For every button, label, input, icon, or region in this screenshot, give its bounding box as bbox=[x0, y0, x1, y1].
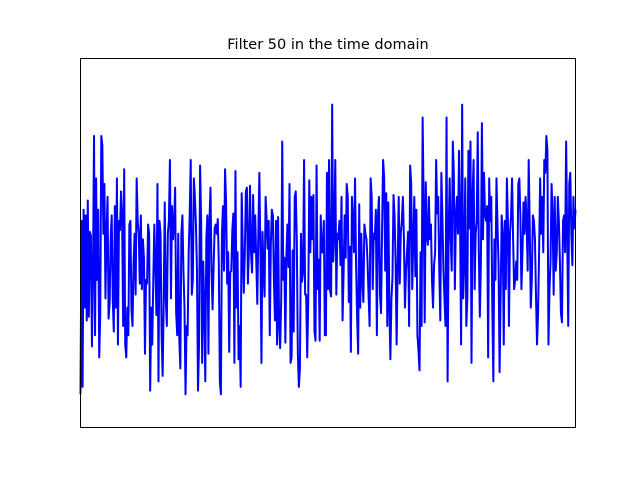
plot-lines bbox=[79, 103, 577, 396]
plot-frame bbox=[80, 58, 576, 428]
chart-title: Filter 50 in the time domain bbox=[227, 37, 429, 53]
series-line-0 bbox=[79, 103, 577, 396]
